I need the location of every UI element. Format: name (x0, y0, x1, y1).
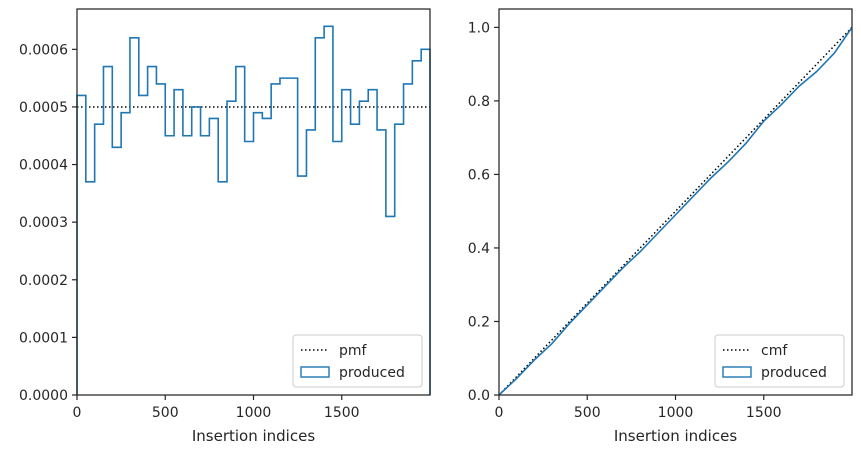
x-tick-label: 1000 (658, 405, 694, 421)
x-tick-label: 500 (152, 405, 179, 421)
legend-label-produced: produced (339, 365, 405, 381)
y-tick-label: 0.0000 (19, 388, 68, 404)
x-axis-label: Insertion indices (614, 427, 737, 445)
series-produced-line (76, 25, 431, 395)
y-tick-label: 0.0004 (19, 158, 68, 174)
x-tick-label: 1000 (236, 405, 272, 421)
y-tick-label: 0.0006 (19, 42, 68, 58)
legend-box (292, 334, 423, 388)
y-tick-label: 0.0001 (19, 330, 68, 346)
y-tick-label: 0.0002 (19, 273, 68, 289)
legend-label-produced: produced (761, 365, 827, 381)
x-tick-label: 1500 (324, 405, 360, 421)
y-tick-label: 1.0 (468, 20, 490, 36)
right-chart-cmf: 0 500 1000 1500 0.0 0.2 0.4 0.6 0.8 1.0 Insertion … (468, 8, 853, 445)
y-tick-label: 0.0003 (19, 215, 68, 231)
legend: pmf produced (292, 334, 423, 388)
legend-swatch-produced (722, 366, 752, 378)
y-tick-label: 0.4 (468, 241, 490, 257)
legend-label-pmf: pmf (339, 343, 368, 359)
legend-label-cmf: cmf (761, 343, 788, 359)
y-tick-label: 0.8 (468, 94, 490, 110)
legend: cmf produced (714, 334, 845, 388)
legend-box (714, 334, 845, 388)
legend-swatch-produced (300, 366, 330, 378)
series-cmf-line (498, 26, 853, 396)
x-axis-label: Insertion indices (192, 427, 315, 445)
x-tick-label: 500 (574, 405, 601, 421)
y-tick-label: 0.6 (468, 167, 490, 183)
y-tick-label: 0.0005 (19, 100, 68, 116)
y-tick-label: 0.2 (468, 314, 490, 330)
x-tick-label: 0 (495, 405, 504, 421)
y-tick-label: 0.0 (468, 388, 490, 404)
x-tick-label: 1500 (746, 405, 782, 421)
x-tick-label: 0 (73, 405, 82, 421)
series-produced-line (498, 26, 853, 396)
left-chart-pmf: 0 500 1000 1500 0.0000 0.0001 0.0002 0.0003 0.00… (19, 8, 431, 445)
